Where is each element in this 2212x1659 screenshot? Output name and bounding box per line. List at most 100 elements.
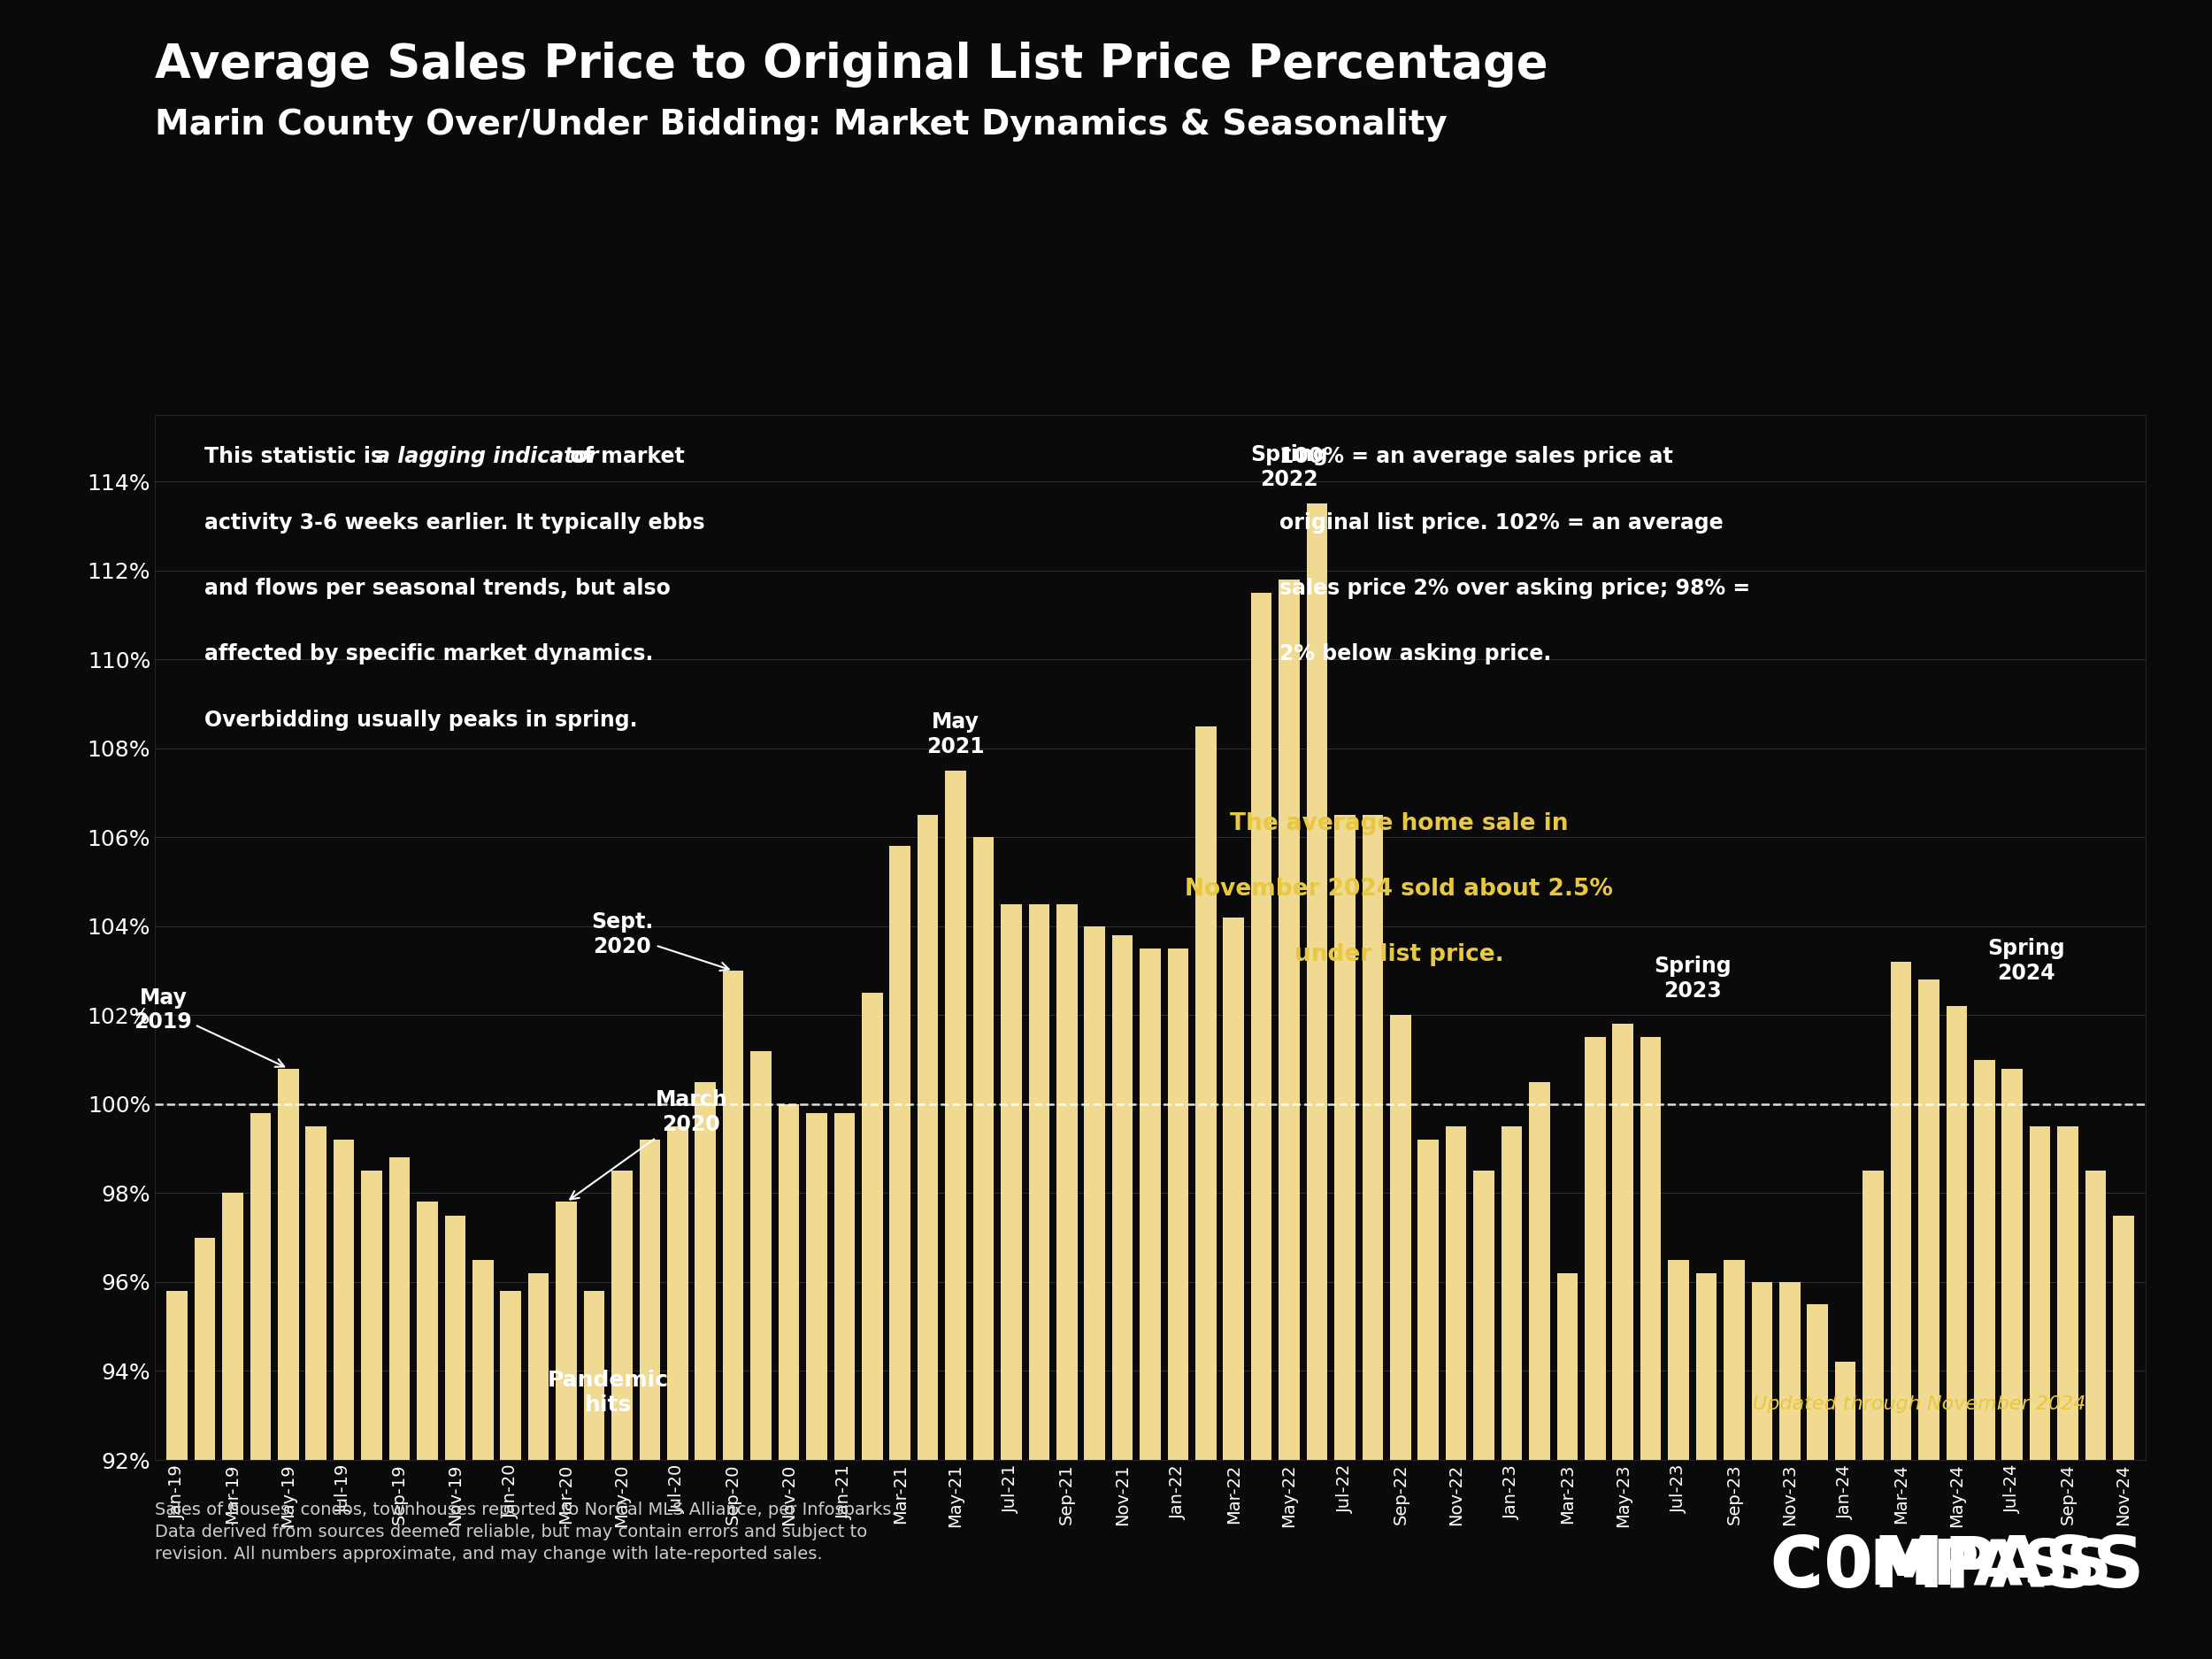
Bar (2086, 1171, 2106, 1659)
Bar (1168, 949, 1188, 1659)
Text: Spring
2022: Spring 2022 (1250, 445, 1327, 491)
Text: under list price.: under list price. (1294, 944, 1504, 967)
Bar (1223, 917, 1243, 1659)
Text: Average Sales Price to Original List Price Percentage: Average Sales Price to Original List Pri… (155, 41, 1548, 88)
Bar (805, 1113, 827, 1659)
Bar (279, 1068, 299, 1659)
Bar (668, 1126, 688, 1659)
Bar (334, 1140, 354, 1659)
Bar (250, 1113, 270, 1659)
Text: 0: 0 (1825, 1538, 1869, 1598)
Bar (1836, 1362, 1856, 1659)
Bar (779, 1105, 799, 1659)
Text: Sept.
2020: Sept. 2020 (591, 911, 730, 971)
Bar (1918, 979, 1940, 1659)
Bar (445, 1216, 465, 1659)
Bar (973, 838, 993, 1659)
Bar (1613, 1024, 1632, 1659)
Bar (416, 1203, 438, 1659)
Bar (1723, 1259, 1745, 1659)
Bar (305, 1126, 327, 1659)
Bar (1473, 1171, 1495, 1659)
Bar (889, 846, 911, 1659)
Bar (1194, 727, 1217, 1659)
Bar (1363, 815, 1382, 1659)
Bar (1418, 1140, 1438, 1659)
Bar (945, 770, 967, 1659)
Text: Spring
2023: Spring 2023 (1655, 956, 1732, 1002)
Text: Updated through November 2024: Updated through November 2024 (1752, 1395, 2086, 1413)
Bar (918, 815, 938, 1659)
Bar (1029, 904, 1048, 1659)
Bar (1252, 592, 1272, 1659)
Bar (529, 1272, 549, 1659)
Bar (1752, 1282, 1772, 1659)
Bar (1807, 1304, 1827, 1659)
Text: C: C (1770, 1538, 1816, 1598)
Bar (1668, 1259, 1690, 1659)
Bar (1057, 904, 1077, 1659)
Text: MPASS: MPASS (1869, 1538, 2112, 1598)
Bar (1973, 1060, 1995, 1659)
Bar (1584, 1037, 1606, 1659)
Bar (1307, 504, 1327, 1659)
Bar (695, 1082, 717, 1659)
Bar (1447, 1126, 1467, 1659)
Bar (1778, 1282, 1801, 1659)
Text: May
2021: May 2021 (927, 712, 984, 757)
Bar (1139, 949, 1161, 1659)
Bar (555, 1203, 577, 1659)
Bar (1641, 1037, 1661, 1659)
Text: The average home sale in: The average home sale in (1230, 811, 1568, 834)
Text: May
2019: May 2019 (135, 987, 283, 1067)
Bar (2112, 1216, 2135, 1659)
Text: Spring
2024: Spring 2024 (1986, 939, 2064, 984)
Bar (750, 1050, 772, 1659)
Text: a lagging indicator: a lagging indicator (376, 446, 597, 468)
Bar (166, 1291, 188, 1659)
Text: 100% = an average sales price at: 100% = an average sales price at (1279, 446, 1672, 468)
Bar (584, 1291, 604, 1659)
Bar (1947, 1007, 1966, 1659)
Text: 2% below asking price.: 2% below asking price. (1279, 644, 1551, 665)
Bar (1891, 962, 1911, 1659)
Bar (611, 1171, 633, 1659)
Bar (473, 1259, 493, 1659)
Bar (1863, 1171, 1885, 1659)
Bar (389, 1158, 409, 1659)
Text: This statistic is: This statistic is (206, 446, 392, 468)
Text: Sales of houses, condos, townhouses reported to NorCal MLS Alliance, per Infospa: Sales of houses, condos, townhouses repo… (155, 1501, 896, 1563)
Bar (1084, 926, 1106, 1659)
Bar (361, 1171, 383, 1659)
Bar (2057, 1126, 2079, 1659)
Text: November 2024 sold about 2.5%: November 2024 sold about 2.5% (1186, 878, 1613, 901)
Text: Overbidding usually peaks in spring.: Overbidding usually peaks in spring. (206, 710, 637, 730)
Bar (1697, 1272, 1717, 1659)
Bar (195, 1238, 215, 1659)
Text: CØMPASS: CØMPASS (1747, 1508, 2119, 1576)
Text: original list price. 102% = an average: original list price. 102% = an average (1279, 513, 1723, 533)
Text: Pandemic
hits: Pandemic hits (546, 1370, 668, 1415)
Bar (834, 1113, 854, 1659)
Text: March
2020: March 2020 (571, 1090, 728, 1199)
Text: activity 3-6 weeks earlier. It typically ebbs: activity 3-6 weeks earlier. It typically… (206, 513, 706, 533)
Text: Marin County Over/Under Bidding: Market Dynamics & Seasonality: Marin County Over/Under Bidding: Market … (155, 108, 1447, 141)
Bar (1000, 904, 1022, 1659)
Text: affected by specific market dynamics.: affected by specific market dynamics. (206, 644, 653, 665)
Text: sales price 2% over asking price; 98% =: sales price 2% over asking price; 98% = (1279, 577, 1750, 599)
Bar (1502, 1126, 1522, 1659)
Bar (221, 1193, 243, 1659)
Bar (2002, 1068, 2022, 1659)
Text: C0MPASS: C0MPASS (1772, 1533, 2143, 1603)
Bar (1113, 936, 1133, 1659)
Bar (1334, 815, 1356, 1659)
Bar (863, 994, 883, 1659)
Bar (1279, 579, 1301, 1659)
Bar (723, 971, 743, 1659)
Bar (2031, 1126, 2051, 1659)
Bar (1528, 1082, 1551, 1659)
Bar (639, 1140, 659, 1659)
Text: and flows per seasonal trends, but also: and flows per seasonal trends, but also (206, 577, 670, 599)
Text: of market: of market (562, 446, 686, 468)
Bar (500, 1291, 522, 1659)
